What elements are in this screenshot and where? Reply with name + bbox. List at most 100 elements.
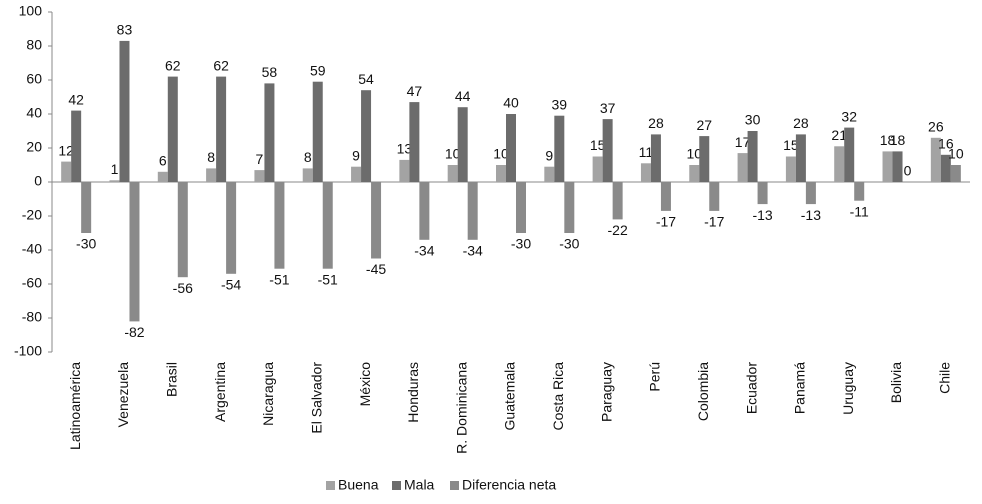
legend-label: Diferencia neta bbox=[462, 477, 556, 493]
data-label: 40 bbox=[503, 95, 519, 111]
bar bbox=[940, 154, 951, 182]
data-label: 15 bbox=[590, 137, 606, 153]
data-label: 28 bbox=[793, 115, 809, 131]
bar bbox=[844, 127, 855, 182]
y-tick-label: -80 bbox=[22, 309, 42, 325]
bar bbox=[516, 182, 526, 233]
x-tick-label: Latinoamérica bbox=[67, 362, 83, 450]
x-tick-label: Brasil bbox=[163, 362, 179, 397]
legend-swatch bbox=[450, 481, 459, 490]
bar bbox=[612, 182, 623, 220]
bar bbox=[892, 151, 903, 182]
data-label: 39 bbox=[552, 96, 568, 112]
bar bbox=[254, 170, 265, 182]
x-tick-label: Colombia bbox=[695, 362, 711, 421]
bar bbox=[216, 76, 227, 182]
bar bbox=[81, 182, 92, 233]
data-label: 62 bbox=[165, 57, 181, 73]
y-tick-label: 20 bbox=[26, 139, 42, 155]
data-label: 83 bbox=[117, 22, 133, 38]
bar bbox=[834, 146, 845, 182]
bar bbox=[226, 182, 237, 274]
bar bbox=[747, 131, 758, 182]
x-tick-label: Guatemala bbox=[502, 362, 518, 431]
data-label: 10 bbox=[493, 146, 509, 162]
bar bbox=[699, 136, 710, 182]
bar bbox=[506, 114, 516, 182]
bar bbox=[177, 182, 188, 278]
data-label: 62 bbox=[213, 57, 229, 73]
bar bbox=[709, 182, 720, 211]
bar bbox=[419, 182, 430, 240]
bar bbox=[950, 165, 961, 182]
data-label: 8 bbox=[304, 149, 312, 165]
x-tick-label: R. Dominicana bbox=[453, 362, 469, 454]
data-label: -34 bbox=[463, 243, 483, 259]
x-tick-label: Perú bbox=[647, 362, 663, 392]
x-tick-label: Panamá bbox=[792, 362, 808, 414]
data-label: 11 bbox=[639, 144, 654, 160]
bar bbox=[399, 159, 410, 182]
bar bbox=[640, 163, 651, 182]
data-label: 42 bbox=[68, 91, 84, 107]
data-label: 47 bbox=[407, 83, 423, 99]
y-tick-label: -100 bbox=[14, 343, 42, 359]
data-label: -45 bbox=[366, 261, 386, 277]
data-label: -30 bbox=[76, 236, 96, 252]
bar bbox=[737, 153, 748, 182]
bar bbox=[757, 182, 768, 205]
bar bbox=[361, 90, 372, 182]
data-label: 54 bbox=[358, 71, 374, 87]
x-tick-label: Ecuador bbox=[743, 362, 759, 414]
data-label: 18 bbox=[880, 132, 896, 148]
y-tick-label: 100 bbox=[19, 3, 43, 19]
bar bbox=[660, 182, 671, 211]
x-tick-label: Venezuela bbox=[115, 362, 131, 428]
bar bbox=[322, 182, 333, 269]
bar bbox=[650, 134, 661, 182]
y-tick-label: 60 bbox=[26, 71, 42, 87]
bar bbox=[264, 83, 275, 182]
x-tick-label: Argentina bbox=[212, 362, 228, 422]
data-label: -51 bbox=[269, 271, 289, 287]
data-label: -34 bbox=[414, 243, 434, 259]
data-label: 10 bbox=[686, 146, 702, 162]
data-label: 10 bbox=[445, 146, 461, 162]
data-label: -13 bbox=[752, 207, 772, 223]
bar bbox=[689, 165, 700, 182]
data-label: -11 bbox=[850, 203, 869, 219]
data-label: -56 bbox=[173, 280, 193, 296]
data-label: 0 bbox=[904, 163, 912, 179]
data-label: -51 bbox=[318, 271, 338, 287]
bar bbox=[157, 171, 168, 182]
y-tick-label: -40 bbox=[22, 241, 42, 257]
x-tick-label: Costa Rica bbox=[550, 362, 566, 431]
data-label: 1 bbox=[111, 161, 119, 177]
x-tick-label: Honduras bbox=[405, 362, 421, 423]
x-tick-label: Paraguay bbox=[598, 362, 614, 422]
legend-label: Mala bbox=[404, 477, 435, 493]
bar bbox=[930, 137, 941, 182]
y-tick-label: -20 bbox=[22, 207, 42, 223]
data-label: 9 bbox=[545, 147, 553, 163]
y-tick-label: -60 bbox=[22, 275, 42, 291]
y-tick-label: 80 bbox=[26, 37, 42, 53]
bar bbox=[496, 165, 506, 182]
bar bbox=[564, 182, 575, 233]
data-label: 6 bbox=[159, 153, 167, 169]
bar bbox=[71, 110, 82, 182]
data-label: 30 bbox=[745, 112, 761, 128]
bar bbox=[109, 180, 120, 182]
bar bbox=[409, 102, 420, 182]
data-label: 21 bbox=[831, 127, 847, 143]
y-tick-label: 40 bbox=[26, 105, 42, 121]
data-label: 15 bbox=[783, 137, 799, 153]
bar bbox=[312, 81, 323, 182]
bar bbox=[457, 107, 468, 182]
bar bbox=[351, 166, 362, 182]
data-label: 26 bbox=[928, 119, 944, 135]
bar bbox=[785, 156, 796, 182]
data-label: -13 bbox=[801, 207, 821, 223]
bar bbox=[592, 156, 603, 182]
